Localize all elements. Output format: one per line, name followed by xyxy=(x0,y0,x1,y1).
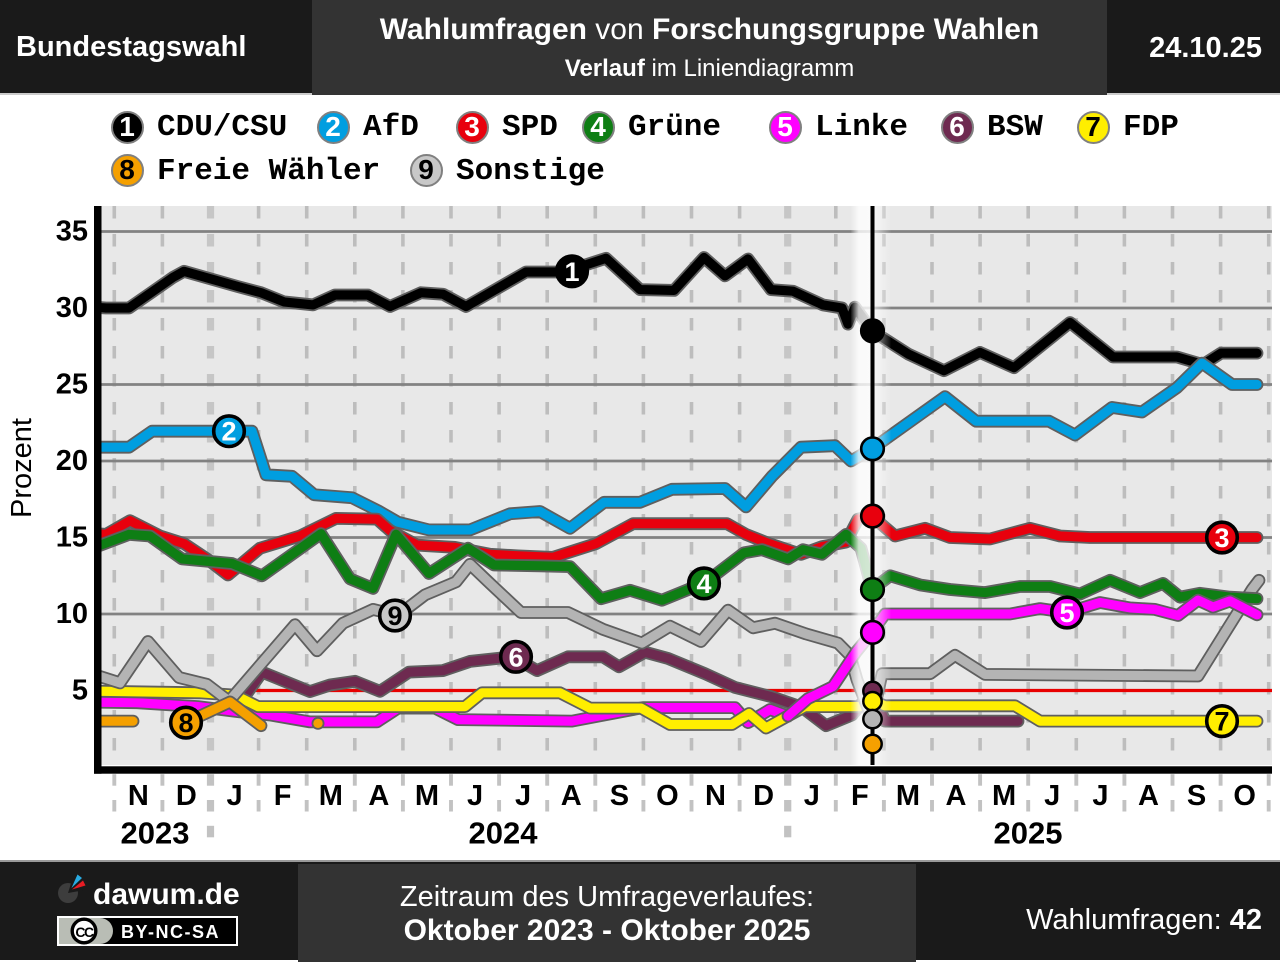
svg-text:M: M xyxy=(992,780,1016,812)
svg-text:O: O xyxy=(1233,780,1256,812)
svg-text:6: 6 xyxy=(508,642,523,672)
svg-text:F: F xyxy=(851,780,869,812)
svg-text:A: A xyxy=(368,780,389,812)
svg-text:M: M xyxy=(415,780,439,812)
svg-text:A: A xyxy=(561,780,582,812)
svg-text:30: 30 xyxy=(56,292,88,324)
svg-text:A: A xyxy=(946,780,967,812)
svg-text:3: 3 xyxy=(1214,523,1229,553)
svg-text:J: J xyxy=(467,780,483,812)
svg-text:2025: 2025 xyxy=(994,816,1063,851)
svg-text:D: D xyxy=(176,780,197,812)
svg-text:1: 1 xyxy=(564,257,579,287)
svg-text:A: A xyxy=(1138,780,1159,812)
svg-text:7: 7 xyxy=(1214,707,1229,737)
svg-text:8: 8 xyxy=(178,708,193,738)
svg-text:S: S xyxy=(1187,780,1206,812)
svg-text:J: J xyxy=(804,780,820,812)
svg-text:N: N xyxy=(128,780,149,812)
svg-text:J: J xyxy=(515,780,531,812)
svg-text:2024: 2024 xyxy=(469,816,539,851)
svg-text:9: 9 xyxy=(387,601,402,631)
svg-text:2: 2 xyxy=(221,417,236,447)
svg-text:J: J xyxy=(1044,780,1060,812)
svg-text:S: S xyxy=(610,780,629,812)
svg-text:15: 15 xyxy=(56,522,88,554)
svg-text:CC: CC xyxy=(75,924,94,940)
svg-text:M: M xyxy=(319,780,343,812)
svg-text:20: 20 xyxy=(56,445,88,477)
svg-text:J: J xyxy=(227,780,243,812)
svg-text:F: F xyxy=(274,780,292,812)
svg-text:M: M xyxy=(896,780,920,812)
svg-text:35: 35 xyxy=(56,216,88,248)
svg-text:N: N xyxy=(705,780,726,812)
svg-text:D: D xyxy=(753,780,774,812)
svg-text:4: 4 xyxy=(696,569,711,599)
svg-text:5: 5 xyxy=(1059,598,1074,628)
svg-text:10: 10 xyxy=(56,598,88,630)
svg-text:2023: 2023 xyxy=(121,816,190,851)
svg-text:Prozent: Prozent xyxy=(6,418,38,518)
svg-text:J: J xyxy=(1092,780,1108,812)
svg-text:25: 25 xyxy=(56,369,88,401)
svg-text:5: 5 xyxy=(72,675,88,707)
svg-text:O: O xyxy=(656,780,679,812)
